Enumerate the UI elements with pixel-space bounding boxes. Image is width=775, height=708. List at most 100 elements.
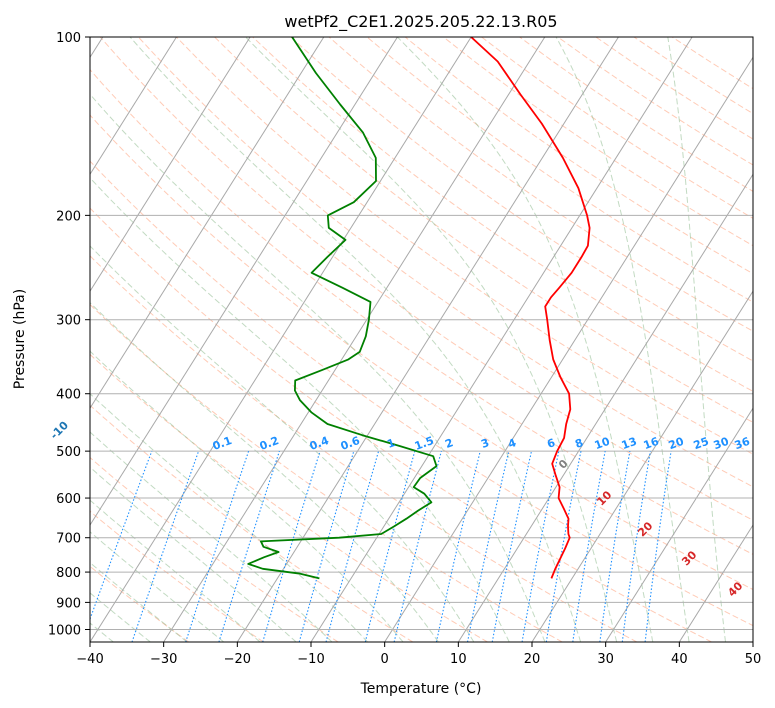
dry-adiabat (90, 303, 563, 642)
isotherm (678, 524, 753, 642)
x-tick-label: −20 (224, 652, 251, 667)
dry-adiabat (90, 160, 753, 627)
y-tick-label: 300 (56, 314, 81, 329)
moist-adiabat (90, 531, 225, 642)
mixing-ratio-label: 3 (479, 436, 491, 451)
x-tick-label: −40 (76, 652, 103, 667)
dry-adiabat (290, 37, 753, 362)
plot-background (90, 37, 753, 642)
plot-frame (89, 36, 754, 643)
mixing-ratio-label: 1.5 (413, 434, 436, 453)
dry-adiabat (90, 114, 753, 591)
mixing-ratio-label: 13 (620, 435, 639, 452)
moist-adiabat (90, 466, 297, 642)
mixing-ratio-line (131, 450, 200, 642)
moist-adiabat (667, 37, 726, 642)
moist-adiabat (90, 431, 333, 642)
isotherm (310, 37, 693, 642)
isotherm (384, 56, 753, 642)
x-tick-label: 40 (671, 652, 688, 667)
mixing-ratio-label: 0.6 (339, 434, 362, 453)
dry-adiabat (137, 37, 753, 488)
moist-adiabat (90, 592, 151, 642)
mixing-ratio-label: 30 (712, 435, 731, 453)
y-axis-label: Pressure (hPa) (12, 289, 28, 389)
x-tick-label: 10 (450, 652, 467, 667)
y-tick-label: 600 (56, 492, 81, 507)
dry-adiabat (99, 37, 753, 521)
mixing-ratio-label: 1 (385, 436, 397, 451)
isotherm (605, 407, 753, 642)
moist-adiabat (90, 393, 368, 642)
isotherm (752, 641, 753, 642)
line-labels: -100-90-80-70-60-50-40-30-20-100.10.20.4… (48, 418, 752, 599)
isotherm (531, 290, 753, 642)
isotherm (90, 37, 325, 410)
x-tick-label: 0 (381, 652, 389, 667)
x-tick-label: 20 (524, 652, 541, 667)
sounding-lines (247, 37, 591, 580)
y-tick-label: 700 (56, 532, 81, 547)
moist-adiabat (90, 177, 510, 642)
background-lines (90, 37, 753, 642)
x-axis-label: Temperature (°C) (360, 681, 482, 697)
mixing-ratio-line (298, 450, 355, 642)
mixing-ratio-line (435, 450, 481, 642)
mixing-ratio-label: 36 (733, 435, 752, 453)
mixing-ratio-label: 6 (545, 436, 557, 451)
dry-adiabat (90, 456, 339, 642)
y-tick-label: 500 (56, 445, 81, 460)
x-tick-label: −10 (297, 652, 324, 667)
x-tick-label: −30 (150, 652, 177, 667)
x-tick-label: 50 (745, 652, 762, 667)
mixing-ratio-label: 20 (667, 435, 686, 453)
dry-adiabat (90, 207, 712, 642)
mixing-ratio-label: 0.4 (308, 434, 331, 453)
dry-adiabat (90, 68, 753, 555)
dry-adiabat (90, 353, 488, 642)
mixing-ratio-line (185, 450, 250, 642)
x-tick-label: 30 (597, 652, 614, 667)
mixing-ratio-label: 16 (642, 435, 661, 453)
dry-adiabat (214, 37, 753, 423)
y-tick-label: 800 (56, 566, 81, 581)
mixing-ratio-line (325, 450, 380, 642)
moist-adiabat (90, 350, 404, 642)
isotherm (90, 37, 472, 642)
isotherm (457, 173, 753, 642)
mixing-ratio-label: 10 (593, 435, 612, 453)
dry-adiabat (176, 37, 753, 455)
isotherm (236, 37, 619, 642)
y-tick-label: 200 (56, 209, 81, 224)
dewpoint-line (247, 37, 438, 580)
temperature-line (470, 37, 591, 579)
mixing-ratio-label: 25 (692, 435, 711, 452)
y-tick-label: 900 (56, 596, 81, 611)
mixing-ratio-line (218, 450, 280, 642)
moist-adiabat (90, 561, 188, 642)
moist-adiabat (245, 37, 618, 642)
mixing-ratio-label: 0.2 (258, 434, 281, 453)
isotherm (163, 37, 546, 642)
x-axis: −40 −30 −20 −10 0 10 20 30 40 50 (76, 642, 761, 667)
moist-adiabat (90, 301, 439, 642)
dry-adiabat (90, 510, 264, 642)
mixing-ratio-label: 4 (506, 436, 518, 451)
y-tick-label: 100 (56, 31, 81, 46)
mixing-ratio-label: 8 (573, 436, 585, 451)
moist-adiabat (90, 93, 546, 642)
mixing-ratio-line (491, 450, 533, 642)
dry-adiabat-label: -10 (48, 418, 71, 441)
mixing-ratio-label: 0.1 (211, 434, 234, 453)
y-axis: 1000 900 800 700 600 500 400 300 200 100 (48, 31, 90, 639)
y-tick-label: 1000 (48, 624, 81, 639)
isotherm (90, 37, 398, 527)
isotherm (90, 37, 251, 293)
mixing-ratio-line (364, 450, 416, 642)
mixing-ratio-line (262, 450, 321, 642)
y-tick-label: 400 (56, 388, 81, 403)
moist-adiabat (555, 37, 690, 642)
moist-adiabat (90, 499, 261, 642)
dry-adiabat (90, 255, 638, 642)
